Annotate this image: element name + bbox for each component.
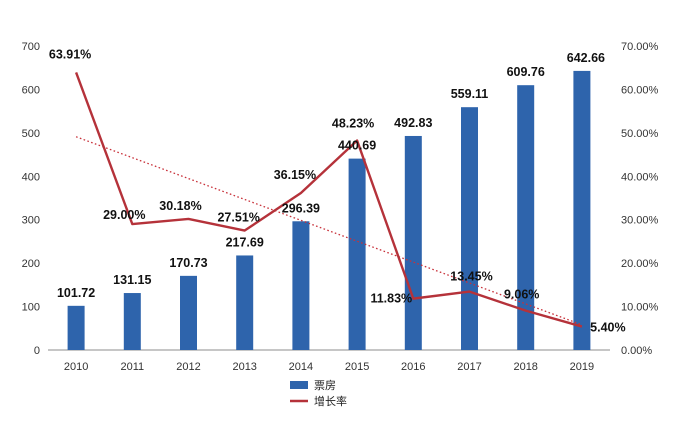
x-tick-label: 2011 bbox=[120, 361, 144, 373]
y-left-tick-label: 600 bbox=[22, 84, 40, 96]
line-value-label: 29.00% bbox=[103, 208, 145, 222]
line-value-label: 36.15% bbox=[274, 168, 316, 182]
y-right-tick-label: 10.00% bbox=[621, 302, 659, 314]
bar-box-office bbox=[236, 255, 254, 350]
bar-box-office bbox=[123, 293, 141, 350]
bar-value-label: 296.39 bbox=[282, 201, 320, 215]
y-left-tick-label: 0 bbox=[34, 345, 40, 357]
y-left-tick-label: 300 bbox=[22, 215, 40, 227]
bar-value-label: 101.72 bbox=[57, 286, 95, 300]
line-value-label: 27.51% bbox=[217, 211, 259, 225]
bar-value-label: 492.83 bbox=[394, 116, 432, 130]
x-tick-label: 2014 bbox=[289, 361, 313, 373]
x-tick-label: 2016 bbox=[401, 361, 425, 373]
x-tick-label: 2013 bbox=[232, 361, 256, 373]
y-right-tick-label: 30.00% bbox=[621, 215, 659, 227]
y-right-tick-label: 40.00% bbox=[621, 171, 659, 183]
y-right-tick-label: 50.00% bbox=[621, 128, 659, 140]
x-tick-label: 2010 bbox=[64, 361, 88, 373]
line-value-label: 30.18% bbox=[159, 199, 201, 213]
bar-box-office bbox=[461, 107, 478, 350]
line-value-label: 13.45% bbox=[450, 270, 492, 284]
y-right-tick-label: 20.00% bbox=[621, 258, 659, 270]
bar-value-label: 440.69 bbox=[338, 139, 376, 153]
x-tick-label: 2012 bbox=[176, 361, 200, 373]
bar-box-office bbox=[573, 70, 591, 350]
bar-value-label: 170.73 bbox=[169, 256, 207, 270]
bar-box-office bbox=[404, 135, 422, 350]
line-value-label: 5.40% bbox=[590, 321, 625, 335]
legend-bar-swatch bbox=[290, 381, 308, 389]
bar-value-label: 217.69 bbox=[226, 235, 264, 249]
y-left-tick-label: 200 bbox=[22, 258, 40, 270]
x-tick-label: 2019 bbox=[570, 361, 594, 373]
x-tick-label: 2018 bbox=[513, 361, 537, 373]
y-right-tick-label: 60.00% bbox=[621, 84, 659, 96]
x-tick-label: 2017 bbox=[457, 361, 481, 373]
legend-label-growth: 增长率 bbox=[314, 394, 347, 408]
y-right-tick-label: 0.00% bbox=[621, 345, 652, 357]
bar-box-office bbox=[348, 158, 366, 350]
line-value-label: 63.91% bbox=[49, 47, 91, 61]
bar-value-label: 642.66 bbox=[567, 51, 605, 65]
bar-box-office bbox=[67, 305, 85, 350]
bar-box-office bbox=[180, 275, 197, 350]
line-value-label: 9.06% bbox=[504, 288, 539, 302]
bar-box-office bbox=[517, 85, 535, 350]
y-left-tick-label: 400 bbox=[22, 171, 40, 183]
growth-line bbox=[74, 72, 583, 328]
line-value-label: 48.23% bbox=[332, 117, 374, 131]
legend-label-box-office: 票房 bbox=[314, 379, 336, 392]
y-left-tick-label: 100 bbox=[22, 302, 40, 314]
y-left-tick-label: 700 bbox=[22, 41, 40, 53]
line-value-label: 11.83% bbox=[370, 292, 412, 306]
x-tick-label: 2015 bbox=[345, 361, 369, 373]
bar-box-office bbox=[292, 221, 310, 350]
bar-value-label: 131.15 bbox=[113, 273, 151, 287]
y-right-tick-label: 70.00% bbox=[621, 41, 659, 53]
bar-value-label: 559.11 bbox=[451, 87, 489, 101]
y-left-tick-label: 500 bbox=[22, 128, 40, 140]
bar-value-label: 609.76 bbox=[507, 65, 545, 79]
